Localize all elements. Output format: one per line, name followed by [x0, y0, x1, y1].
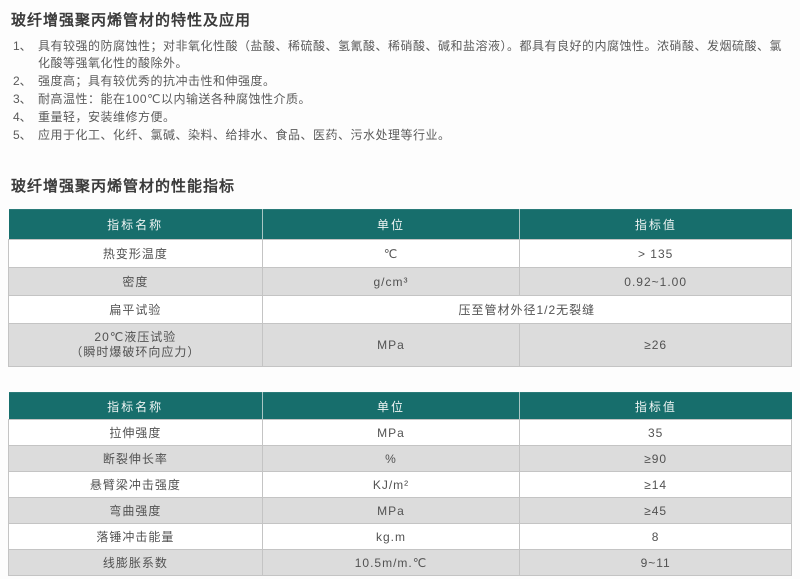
- table-row: 20℃液压试验 （瞬时爆破环向应力） MPa ≥26: [8, 323, 792, 367]
- value-cell: ≥26: [519, 323, 792, 367]
- merged-value-cell: 压至管材外径1/2无裂缝: [261, 295, 793, 324]
- table-row: 拉伸强度 MPa 35: [8, 419, 792, 446]
- section1-title: 玻纤增强聚丙烯管材的特性及应用: [11, 12, 252, 29]
- feature-text: 耐高温性：能在100℃以内输送各种腐蚀性介质。: [38, 92, 311, 106]
- table-row: 线膨胀系数 10.5m/m.℃ 9~11: [8, 549, 792, 576]
- value-cell: ≥90: [519, 445, 792, 472]
- feature-item-5: 5、 应用于化工、化纤、氯碱、染料、给排水、食品、医药、污水处理等行业。: [13, 127, 792, 144]
- unit-cell: ℃: [261, 239, 521, 268]
- indicator-name-cell: 落锤冲击能量: [8, 523, 263, 550]
- feature-item-2: 2、 强度高；具有较优秀的抗冲击性和伸强度。: [13, 73, 792, 90]
- feature-number: 4、: [13, 110, 32, 124]
- feature-number: 1、: [13, 39, 32, 53]
- indicator-name-line1: 20℃液压试验: [94, 330, 177, 344]
- table-row: 密度 g/cm³ 0.92~1.00: [8, 267, 792, 296]
- feature-text: 强度高；具有较优秀的抗冲击性和伸强度。: [38, 74, 276, 88]
- feature-item-1: 1、 具有较强的防腐蚀性；对非氧化性酸（盐酸、稀硫酸、氢氰酸、稀硝酸、碱和盐溶液…: [13, 38, 792, 72]
- indicator-name-cell: 扁平试验: [8, 295, 263, 324]
- value-cell: ≥14: [519, 471, 792, 498]
- value-cell: > 135: [519, 239, 792, 268]
- table1-header-unit: 单位: [262, 209, 521, 240]
- table1-header-name: 指标名称: [8, 209, 263, 240]
- feature-number: 5、: [13, 128, 32, 142]
- table-row: 扁平试验 压至管材外径1/2无裂缝: [8, 295, 793, 324]
- table1-header-value: 指标值: [519, 209, 792, 240]
- table2-header-value: 指标值: [519, 392, 792, 420]
- performance-table-2: 指标名称 单位 指标值 拉伸强度 MPa 35 断裂伸长率 % ≥90 悬臂梁冲…: [8, 392, 792, 576]
- value-cell: 9~11: [519, 549, 792, 576]
- value-cell: 0.92~1.00: [519, 267, 792, 296]
- section2-title: 玻纤增强聚丙烯管材的性能指标: [11, 178, 236, 195]
- table1-header-row: 指标名称 单位 指标值: [8, 209, 792, 240]
- value-cell: 8: [519, 523, 792, 550]
- unit-cell: MPa: [261, 419, 521, 446]
- unit-cell: %: [261, 445, 521, 472]
- table2-header-unit: 单位: [262, 392, 521, 420]
- value-cell: ≥45: [519, 497, 792, 524]
- table-row: 热变形温度 ℃ > 135: [8, 239, 792, 268]
- value-cell: 35: [519, 419, 792, 446]
- indicator-name-cell: 断裂伸长率: [8, 445, 263, 472]
- table2-header-row: 指标名称 单位 指标值: [8, 392, 792, 420]
- indicator-name-cell: 悬臂梁冲击强度: [8, 471, 263, 498]
- feature-text: 应用于化工、化纤、氯碱、染料、给排水、食品、医药、污水处理等行业。: [38, 128, 451, 142]
- indicator-name-cell: 密度: [8, 267, 263, 296]
- table-row: 悬臂梁冲击强度 KJ/m² ≥14: [8, 471, 792, 498]
- indicator-name-cell: 线膨胀系数: [8, 549, 263, 576]
- feature-item-4: 4、 重量轻，安装维修方便。: [13, 109, 792, 126]
- indicator-name-cell: 弯曲强度: [8, 497, 263, 524]
- indicator-name-line2: （瞬时爆破环向应力）: [70, 345, 201, 359]
- features-list: 1、 具有较强的防腐蚀性；对非氧化性酸（盐酸、稀硫酸、氢氰酸、稀硝酸、碱和盐溶液…: [0, 30, 800, 144]
- feature-number: 3、: [13, 92, 32, 106]
- feature-text: 具有较强的防腐蚀性；对非氧化性酸（盐酸、稀硫酸、氢氰酸、稀硝酸、碱和盐溶液）。都…: [38, 39, 783, 70]
- unit-cell: g/cm³: [261, 267, 521, 296]
- indicator-name-cell: 20℃液压试验 （瞬时爆破环向应力）: [8, 323, 263, 367]
- feature-item-3: 3、 耐高温性：能在100℃以内输送各种腐蚀性介质。: [13, 91, 792, 108]
- indicator-name-cell: 拉伸强度: [8, 419, 263, 446]
- unit-cell: 10.5m/m.℃: [261, 549, 521, 576]
- unit-cell: KJ/m²: [261, 471, 521, 498]
- unit-cell: MPa: [261, 323, 521, 367]
- unit-cell: kg.m: [261, 523, 521, 550]
- indicator-name-cell: 热变形温度: [8, 239, 263, 268]
- table-row: 断裂伸长率 % ≥90: [8, 445, 792, 472]
- performance-table-1: 指标名称 单位 指标值 热变形温度 ℃ > 135 密度 g/cm³ 0.92~…: [8, 209, 793, 367]
- table-row: 弯曲强度 MPa ≥45: [8, 497, 792, 524]
- table-row: 落锤冲击能量 kg.m 8: [8, 523, 792, 550]
- unit-cell: MPa: [261, 497, 521, 524]
- feature-text: 重量轻，安装维修方便。: [38, 110, 176, 124]
- table2-header-name: 指标名称: [8, 392, 263, 420]
- feature-number: 2、: [13, 74, 32, 88]
